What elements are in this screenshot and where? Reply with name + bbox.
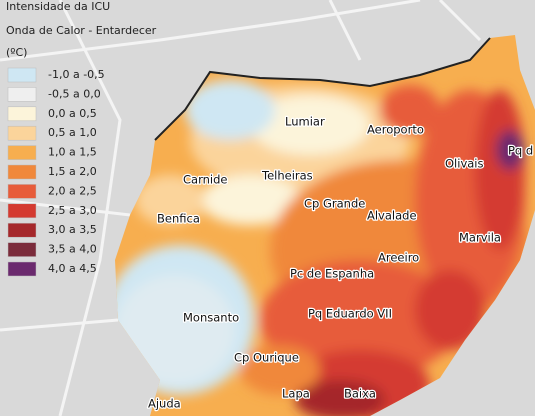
place-label: Telheiras [261,169,313,183]
place-label: Aeroporto [367,123,424,137]
legend-label: 3,5 a 4,0 [48,243,97,256]
legend-label: 1,5 a 2,0 [48,165,97,178]
place-label: Carnide [183,173,227,187]
legend-label: 1,0 a 1,5 [48,146,97,159]
legend-label: -0,5 a 0,0 [48,87,101,100]
legend-swatch [7,67,37,83]
legend-label: 0,0 a 0,5 [48,107,97,120]
legend-swatch [7,203,37,219]
city-boundary [154,37,491,141]
place-label: Marvila [459,231,501,245]
place-label: Cp Ourique [234,351,299,365]
place-label: Pq Eduardo VII [308,307,392,321]
legend-label: -1,0 a -0,5 [48,68,105,81]
place-label: Ajuda [148,397,181,411]
legend-swatch [7,261,37,277]
place-label: Olivais [445,157,483,171]
legend-title: Intensidade da ICU [6,0,110,13]
legend-swatch [7,164,37,180]
legend-subtitle: Onda de Calor - Entardecer [6,24,157,37]
place-label: Lumiar [285,115,325,129]
legend-label: 2,0 a 2,5 [48,184,97,197]
legend-unit: (ºC) [6,46,27,59]
place-label: Alvalade [367,209,417,223]
legend-swatch [7,106,37,122]
legend: Intensidade da ICU Onda de Calor - Entar… [6,0,157,277]
roads [0,0,482,416]
legend-swatch [7,87,37,102]
place-label: Benfica [157,212,200,226]
legend-label: 4,0 a 4,5 [48,262,97,275]
legend-swatch [7,145,37,160]
place-label: Monsanto [183,311,239,325]
place-label: Areeiro [378,251,419,265]
legend-swatch [7,242,37,257]
legend-swatch [7,125,37,141]
place-label: Cp Grande [304,197,365,211]
place-label: Baixa [344,387,376,401]
place-label: Lapa [282,387,310,401]
place-labels: Lumiar Aeroporto Olivais Pq d Carnide Te… [147,113,535,412]
heat-surface [115,35,535,416]
legend-label: 2,5 a 3,0 [48,204,97,217]
legend-swatch [7,222,37,238]
legend-label: 0,5 a 1,0 [48,126,97,139]
legend-swatch [7,184,37,199]
place-label: Pc de Espanha [290,267,374,281]
legend-label: 3,0 a 3,5 [48,223,97,236]
place-label: Pq d [508,144,533,158]
